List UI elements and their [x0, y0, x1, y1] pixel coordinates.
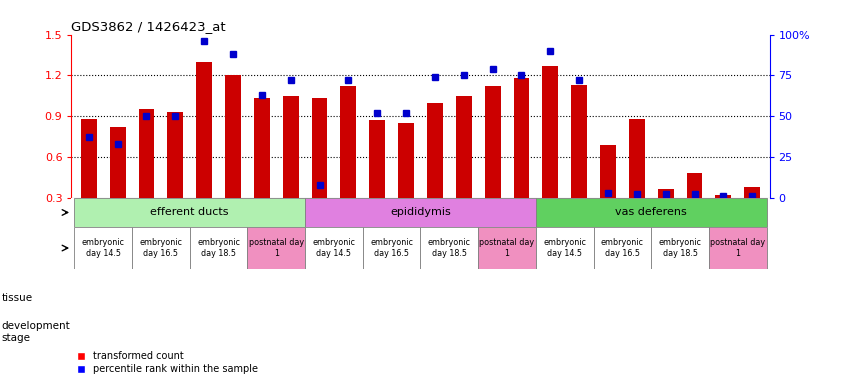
Bar	[254, 98, 270, 198]
Text: vas deferens: vas deferens	[616, 207, 687, 217]
Text: embryonic
day 14.5: embryonic day 14.5	[313, 238, 356, 258]
Bar	[709, 227, 767, 269]
Bar	[420, 227, 479, 269]
Text: embryonic
day 16.5: embryonic day 16.5	[370, 238, 413, 258]
Bar	[594, 227, 651, 269]
Bar	[571, 85, 587, 198]
Bar	[305, 198, 536, 227]
Bar	[651, 227, 709, 269]
Text: postnatal day
1: postnatal day 1	[479, 238, 535, 258]
Text: embryonic
day 16.5: embryonic day 16.5	[140, 238, 182, 258]
Bar	[479, 227, 536, 269]
Bar	[398, 123, 414, 198]
Bar	[74, 198, 305, 227]
Bar	[190, 227, 247, 269]
Bar	[81, 119, 97, 198]
Bar	[283, 96, 299, 198]
Bar	[536, 198, 767, 227]
Bar	[658, 189, 674, 198]
Bar	[369, 120, 385, 198]
Text: tissue: tissue	[2, 293, 33, 303]
Bar	[74, 227, 132, 269]
Bar	[716, 195, 732, 198]
Bar	[312, 98, 327, 198]
Text: efferent ducts: efferent ducts	[151, 207, 229, 217]
Bar	[305, 227, 362, 269]
Bar	[542, 66, 558, 198]
Bar	[132, 227, 190, 269]
Text: development
stage: development stage	[2, 321, 71, 343]
Text: embryonic
day 14.5: embryonic day 14.5	[82, 238, 124, 258]
Bar	[600, 145, 616, 198]
Bar	[247, 227, 305, 269]
Bar	[196, 62, 212, 198]
Text: epididymis: epididymis	[390, 207, 451, 217]
Text: embryonic
day 18.5: embryonic day 18.5	[428, 238, 471, 258]
Bar	[744, 187, 760, 198]
Bar	[536, 227, 594, 269]
Text: postnatal day
1: postnatal day 1	[249, 238, 304, 258]
Legend: transformed count, percentile rank within the sample: transformed count, percentile rank withi…	[77, 351, 259, 375]
Text: embryonic
day 18.5: embryonic day 18.5	[197, 238, 240, 258]
Bar	[484, 86, 500, 198]
Text: GDS3862 / 1426423_at: GDS3862 / 1426423_at	[71, 20, 226, 33]
Text: embryonic
day 14.5: embryonic day 14.5	[543, 238, 586, 258]
Bar	[362, 227, 420, 269]
Bar	[514, 78, 529, 198]
Bar	[686, 173, 702, 198]
Bar	[139, 109, 155, 198]
Bar	[109, 127, 125, 198]
Text: postnatal day
1: postnatal day 1	[710, 238, 765, 258]
Bar	[225, 75, 241, 198]
Bar	[629, 119, 645, 198]
Text: embryonic
day 18.5: embryonic day 18.5	[659, 238, 701, 258]
Bar	[456, 96, 472, 198]
Text: embryonic
day 16.5: embryonic day 16.5	[601, 238, 644, 258]
Bar	[427, 103, 443, 198]
Bar	[167, 112, 183, 198]
Bar	[341, 86, 357, 198]
